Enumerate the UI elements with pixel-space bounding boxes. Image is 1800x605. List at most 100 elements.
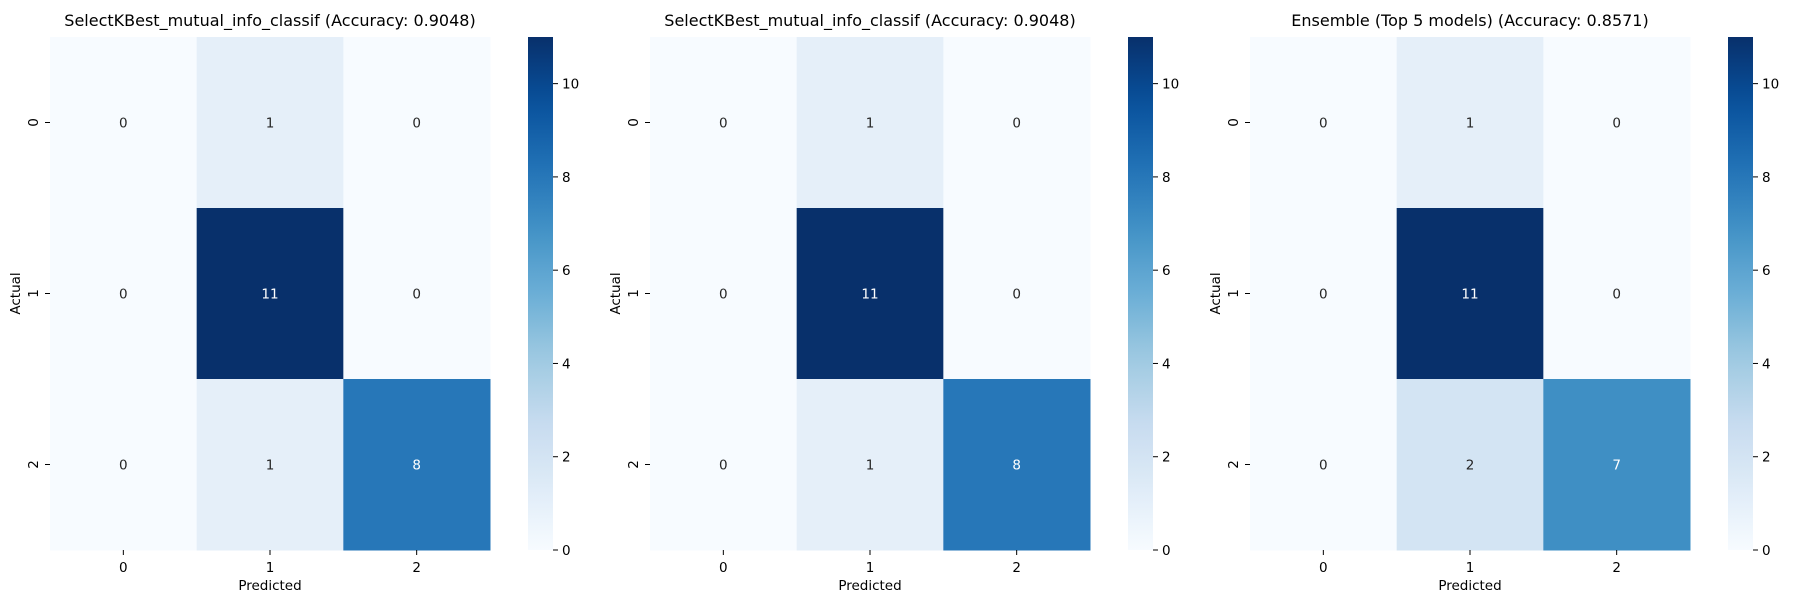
chart-title: Ensemble (Top 5 models) (Accuracy: 0.857…	[1291, 11, 1648, 30]
heatmap-cell	[796, 379, 944, 551]
heatmap-cell	[796, 37, 944, 209]
y-axis-label: Actual	[8, 272, 24, 314]
y-axis-label: Actual	[1208, 272, 1224, 314]
heatmap-cell	[343, 379, 491, 551]
heatmap-cell	[943, 37, 1091, 209]
cell-value-label: 0	[1612, 287, 1621, 303]
heatmap-cell	[650, 379, 798, 551]
colorbar	[1128, 37, 1153, 550]
cell-value-label: 0	[1319, 116, 1328, 132]
heatmap-cell	[1250, 379, 1398, 551]
cell-value-label: 11	[1461, 287, 1478, 303]
cell-value-label: 0	[119, 116, 128, 132]
heatmap-cell	[50, 379, 198, 551]
heatmap-cell	[1250, 37, 1398, 209]
colorbar-tick-label: 2	[562, 450, 571, 466]
cell-value-label: 0	[412, 116, 421, 132]
cell-value-label: 0	[1319, 287, 1328, 303]
x-tick-label: 2	[412, 560, 421, 576]
heatmap-panel-2: 0 1 0 0 11 0 0 2 7 0 1 2 0 1 2 Predicted Actual Ensemble …	[1208, 11, 1779, 594]
y-tick-label: 0	[626, 118, 642, 127]
y-axis-label: Actual	[608, 272, 624, 314]
colorbar	[528, 37, 553, 550]
heatmap-cell	[343, 37, 491, 209]
cell-value-label: 11	[261, 287, 278, 303]
x-axis-label: Predicted	[838, 578, 901, 594]
colorbar	[1728, 37, 1753, 550]
cell-value-label: 8	[412, 458, 421, 474]
cell-value-label: 0	[1319, 458, 1328, 474]
colorbar-tick-label: 4	[562, 356, 571, 372]
heatmap-cell	[1396, 379, 1544, 551]
heatmap-cell	[1396, 208, 1544, 380]
x-tick-label: 1	[1466, 560, 1475, 576]
colorbar-tick-label: 2	[1162, 450, 1171, 466]
heatmap-cell	[1396, 37, 1544, 209]
x-tick-label: 0	[1319, 560, 1328, 576]
colorbar-tick-label: 6	[1762, 263, 1771, 279]
x-tick-label: 0	[119, 560, 128, 576]
x-tick-label: 0	[719, 560, 728, 576]
colorbar-tick-label: 4	[1762, 356, 1771, 372]
x-axis-label: Predicted	[1438, 578, 1501, 594]
cell-value-label: 1	[866, 116, 875, 132]
cell-value-label: 1	[266, 116, 275, 132]
heatmap-cell	[1250, 208, 1398, 380]
heatmap-cell	[943, 379, 1091, 551]
y-tick-label: 2	[26, 460, 42, 469]
y-tick-label: 1	[1226, 289, 1242, 298]
heatmap-cell	[196, 208, 344, 380]
heatmap-cell	[196, 379, 344, 551]
y-tick-label: 1	[26, 289, 42, 298]
cell-value-label: 0	[119, 287, 128, 303]
colorbar-tick-label: 10	[1162, 77, 1179, 93]
heatmap-cell	[650, 37, 798, 209]
colorbar-tick-label: 10	[1762, 77, 1779, 93]
heatmap-cell	[796, 208, 944, 380]
y-tick-label: 0	[26, 118, 42, 127]
heatmap-cell	[1543, 208, 1691, 380]
cell-value-label: 0	[719, 287, 728, 303]
x-tick-label: 1	[866, 560, 875, 576]
x-tick-label: 1	[266, 560, 275, 576]
colorbar-tick-label: 0	[562, 543, 571, 559]
cell-value-label: 2	[1466, 458, 1475, 474]
colorbar-tick-label: 10	[562, 77, 579, 93]
y-tick-label: 2	[1226, 460, 1242, 469]
cell-value-label: 0	[1612, 116, 1621, 132]
chart-title: SelectKBest_mutual_info_classif (Accurac…	[64, 11, 475, 31]
colorbar-tick-label: 0	[1762, 543, 1771, 559]
x-tick-label: 2	[1612, 560, 1621, 576]
colorbar-tick-label: 8	[1762, 170, 1771, 186]
colorbar-tick-label: 6	[562, 263, 571, 279]
heatmap-cell	[650, 208, 798, 380]
heatmap-cell	[343, 208, 491, 380]
x-tick-label: 2	[1012, 560, 1021, 576]
cell-value-label: 7	[1612, 458, 1621, 474]
colorbar-tick-label: 8	[1162, 170, 1171, 186]
cell-value-label: 0	[719, 116, 728, 132]
y-tick-label: 2	[626, 460, 642, 469]
colorbar-tick-label: 2	[1762, 450, 1771, 466]
cell-value-label: 0	[119, 458, 128, 474]
heatmap-panel-1: 0 1 00 11 00 1 80 1 2012PredictedActualSelectKBe…	[608, 11, 1179, 594]
cell-value-label: 1	[266, 458, 275, 474]
y-tick-label: 1	[626, 289, 642, 298]
colorbar-tick-label: 4	[1162, 356, 1171, 372]
cell-value-label: 0	[719, 458, 728, 474]
colorbar-tick-label: 0	[1162, 543, 1171, 559]
colorbar-tick-label: 8	[562, 170, 571, 186]
chart-title: SelectKBest_mutual_info_classif (Accurac…	[664, 11, 1075, 31]
colorbar-tick-label: 6	[1162, 263, 1171, 279]
heatmap-cell	[1543, 379, 1691, 551]
cell-value-label: 0	[1012, 116, 1021, 132]
cell-value-label: 0	[1012, 287, 1021, 303]
x-axis-label: Predicted	[238, 578, 301, 594]
heatmap-panel-0: 0 1 00 11 00 1 80 1 2012PredictedActualSelectKBe…	[8, 11, 579, 594]
heatmap-cell	[50, 37, 198, 209]
cell-value-label: 8	[1012, 458, 1021, 474]
cell-value-label: 0	[412, 287, 421, 303]
heatmap-cell	[943, 208, 1091, 380]
